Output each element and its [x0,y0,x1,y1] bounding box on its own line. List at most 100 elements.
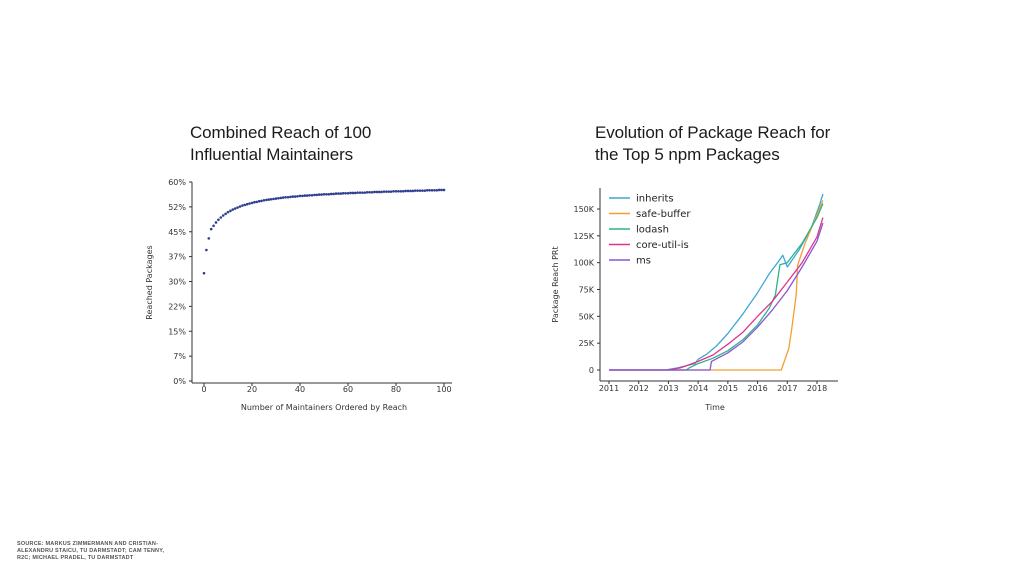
x-tick-label: 2011 [599,384,619,393]
scatter-point [332,192,335,196]
scatter-point [353,191,357,195]
y-tick-label: 45% [168,228,186,237]
scatter-point [315,193,319,197]
scatter-point [310,193,314,197]
scatter-point [404,189,407,193]
x-tick-label: 2016 [747,384,767,393]
scatter-point [214,221,218,224]
scatter-point [322,192,326,196]
y-tick-label: 100K [573,259,594,268]
x-tick-label: 20 [247,385,257,394]
y-tick-label: 25K [579,339,595,348]
scatter-point [202,271,206,275]
scatter-point [274,197,278,200]
scatter-point [255,200,259,204]
x-tick-label: 60 [343,385,353,394]
scatter-point [279,196,283,200]
scatter-point [413,189,417,192]
scatter-point [269,197,273,201]
y-tick-label: 0% [173,377,186,386]
scatter-point [277,196,280,200]
x-tick-label: 2018 [807,384,827,393]
y-tick-label: 0 [589,366,594,375]
x-tick-label: 100 [436,385,451,394]
series-line-inherits [609,193,824,371]
scatter-point [435,188,439,192]
scatter-point [409,189,412,193]
legend-label-core-util-is: core-util-is [636,240,689,251]
scatter-point [442,188,446,192]
y-tick-label: 22% [168,302,186,311]
x-tick-label: 0 [201,385,206,394]
scatter-point [262,198,266,202]
scatter-point [430,188,434,192]
scatter-point [289,195,292,199]
scatter-chart: 0% 7% 15% 22% 30% 37% 45% 52% 60% 0 20 40 60 80 100 N… [145,178,452,412]
scatter-point [394,189,398,193]
series-line-safe-buffer [609,200,824,371]
scatter-point [238,205,242,208]
scatter-point [281,196,285,199]
series-line-lodash [609,203,824,371]
x-tick-label: 2017 [777,384,797,393]
scatter-point [428,188,431,192]
y-axis-label: Reached Packages [145,245,154,319]
y-tick-label: 52% [168,203,186,212]
y-tick-label: 50K [579,312,595,321]
scatter-point [365,190,369,194]
scatter-point [437,188,441,192]
scatter-point [226,210,230,214]
y-tick-label: 60% [168,178,186,187]
scatter-point [212,224,215,228]
chart-title-maintainers: Combined Reach of 100 Influential Mainta… [190,123,372,164]
scatter-point [329,192,333,196]
scatter-point [377,190,381,194]
chart-title-package-reach: Evolution of Package Reach for the Top 5… [595,123,831,164]
scatter-point [229,209,232,213]
line-chart: 0 25K 50K 75K 100K 125K 150K 2011 2012 2013 2014 2… [551,188,838,412]
legend-label-lodash: lodash [636,225,669,236]
y-tick-label: 15% [168,327,186,336]
x-axis-label: Time [704,403,725,412]
scatter-point [231,208,235,211]
scatter-point [250,201,254,205]
scatter-point [392,189,395,193]
scatter-point [301,194,304,198]
legend: inherits safe-buffer lodash core-util-is ms [609,194,691,267]
scatter-point [387,190,391,193]
scatter-point [303,194,307,197]
scatter-point [421,189,424,192]
x-tick-label: 2012 [629,384,649,393]
series-line-core-util-is [609,217,824,371]
x-tick-label: 2014 [688,384,708,393]
scatter-point [325,192,328,196]
scatter-point [313,193,316,197]
scatter-point [260,199,263,203]
scatter-point [351,191,355,195]
scatter-point [298,194,302,198]
x-axis-label: Number of Maintainers Ordered by Reach [241,403,407,412]
scatter-point [397,189,400,193]
scatter-point [349,191,352,195]
scatter-point [293,195,297,198]
y-tick-label: 7% [173,352,186,361]
scatter-point [241,204,244,207]
x-tick-label: 2015 [718,384,738,393]
y-tick-label: 37% [168,253,186,262]
scatter-point [205,248,208,252]
scatter-point [411,189,415,193]
scatter-point [284,195,287,199]
x-tick-label: 2013 [658,384,678,393]
scatter-point [433,188,436,192]
y-tick-label: 30% [168,278,186,287]
scatter-point [363,191,367,194]
y-tick-label: 75K [579,286,595,295]
scatter-point [272,197,275,201]
scatter-point [375,190,379,194]
scatter-point [373,190,376,194]
scatter-point [399,189,403,193]
scatter-point [440,188,443,192]
scatter-point [253,200,256,204]
scatter-point [221,214,225,217]
scatter-point [320,193,323,196]
